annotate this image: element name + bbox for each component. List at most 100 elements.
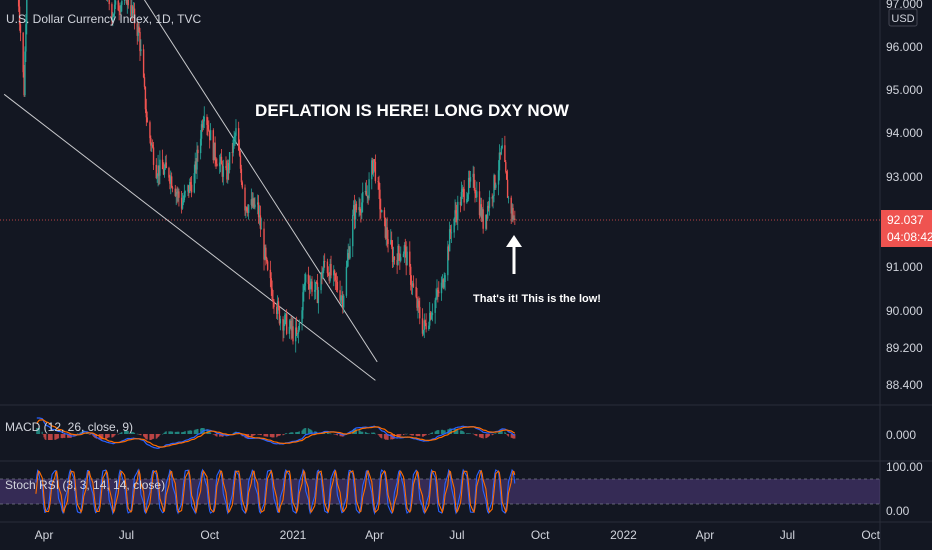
- macd-histogram-bar: [296, 432, 299, 434]
- macd-histogram-bar: [133, 432, 136, 434]
- candle: [429, 311, 432, 321]
- candle: [510, 195, 512, 225]
- candle: [157, 154, 159, 187]
- trend-line-1[interactable]: [3, 93, 376, 381]
- time-tick-label: 2022: [610, 528, 637, 542]
- macd-histogram-bar: [487, 434, 490, 437]
- macd-histogram-bar: [505, 432, 507, 434]
- macd-histogram-bar: [431, 432, 434, 434]
- candle: [347, 243, 349, 267]
- macd-histogram-bar: [56, 434, 59, 439]
- candle: [487, 201, 490, 212]
- macd-histogram-bar: [57, 434, 60, 439]
- candle: [237, 121, 240, 151]
- candle: [486, 214, 488, 230]
- candle: [226, 160, 228, 183]
- candle: [302, 283, 304, 319]
- macd-histogram-bar: [112, 434, 114, 438]
- candle: [304, 272, 307, 292]
- macd-histogram-bar: [510, 434, 512, 438]
- macd-histogram-bar: [95, 434, 98, 439]
- candle: [447, 240, 449, 281]
- candle: [18, 0, 21, 31]
- trend-lines[interactable]: [3, 0, 378, 381]
- macd-histogram-bar: [476, 434, 478, 437]
- macd-histogram-bar: [124, 430, 127, 434]
- headline-annotation[interactable]: DEFLATION IS HERE! LONG DXY NOW: [255, 101, 570, 120]
- candle: [113, 0, 116, 20]
- macd-histogram-bar: [206, 429, 208, 434]
- macd-histogram-bar: [512, 434, 514, 439]
- symbol-title[interactable]: U.S. Dollar Currency Index, 1D, TVC: [6, 12, 202, 26]
- time-tick-label: Jul: [119, 528, 134, 542]
- macd-histogram-bar: [89, 434, 91, 435]
- macd-histogram-bar: [339, 434, 341, 437]
- macd-histogram-bar: [165, 431, 167, 434]
- candle: [485, 214, 487, 231]
- macd-histogram-bar: [398, 434, 400, 437]
- candle: [303, 284, 305, 302]
- candle: [455, 202, 457, 223]
- candle: [240, 164, 243, 186]
- candle: [320, 271, 322, 294]
- macd-histogram-bar: [126, 430, 128, 434]
- candle: [180, 190, 183, 214]
- candle: [193, 164, 196, 194]
- candle: [434, 298, 436, 324]
- candle: [478, 182, 481, 219]
- currency-badge[interactable]: USD: [891, 13, 914, 25]
- candle: [393, 255, 396, 265]
- candle: [368, 172, 370, 201]
- macd-histogram-bar: [55, 434, 57, 440]
- candle: [296, 333, 299, 338]
- macd-histogram-bar: [504, 431, 506, 434]
- macd-histogram-bar: [131, 431, 133, 434]
- candle: [25, 14, 27, 62]
- macd-histogram-bar: [279, 434, 281, 436]
- trend-line-2[interactable]: [103, 0, 378, 363]
- arrow-head-icon: [506, 235, 522, 247]
- candle: [292, 317, 294, 345]
- candle: [460, 181, 463, 207]
- candle: [307, 266, 310, 290]
- macd-histogram-bar: [130, 431, 132, 434]
- candle: [277, 297, 280, 311]
- time-tick-label: Jul: [780, 528, 795, 542]
- macd-histogram-bar: [219, 434, 221, 437]
- macd-histogram-bar: [424, 434, 426, 436]
- macd-histogram-bar: [297, 431, 300, 434]
- candle: [298, 319, 301, 332]
- macd-title[interactable]: MACD (12, 26, close, 9): [5, 420, 133, 434]
- macd-histogram-bar: [245, 434, 247, 439]
- macd-histogram-bar: [119, 433, 121, 434]
- candle: [159, 150, 161, 185]
- stoch-rsi-title[interactable]: Stoch RSI (3, 3, 14, 14, close): [5, 478, 165, 492]
- candle: [364, 182, 367, 195]
- macd-histogram-bar: [492, 434, 494, 435]
- macd-histogram-bar: [385, 434, 387, 440]
- candle: [174, 184, 176, 198]
- macd-histogram-bar: [253, 434, 255, 436]
- macd-histogram-bar: [190, 430, 192, 434]
- candle: [371, 157, 374, 175]
- candle: [265, 244, 267, 266]
- candle: [220, 149, 223, 165]
- candle: [462, 186, 464, 197]
- price-axis[interactable]: 97.000 96.000 95.000 94.000 93.000 91.000 90.0…: [886, 0, 923, 518]
- macd-histogram-bar: [158, 434, 160, 437]
- low-note-annotation[interactable]: That's it! This is the low!: [473, 293, 601, 305]
- candle: [359, 198, 361, 216]
- stoch-rsi-band: [0, 479, 880, 504]
- candle: [168, 166, 170, 182]
- candle: [463, 180, 465, 211]
- time-tick-label: Oct: [861, 528, 880, 542]
- macd-histogram-bar: [162, 433, 165, 434]
- macd-histogram-bar: [189, 430, 191, 434]
- candle: [254, 197, 256, 210]
- macd-histogram-bar: [203, 428, 205, 434]
- time-axis[interactable]: Apr Jul Oct 2021 Apr Jul Oct 2022 Apr Jul Oct: [35, 528, 881, 542]
- macd-histogram-bar: [149, 434, 151, 440]
- candle: [111, 2, 113, 26]
- macd-histogram-bar: [381, 434, 383, 439]
